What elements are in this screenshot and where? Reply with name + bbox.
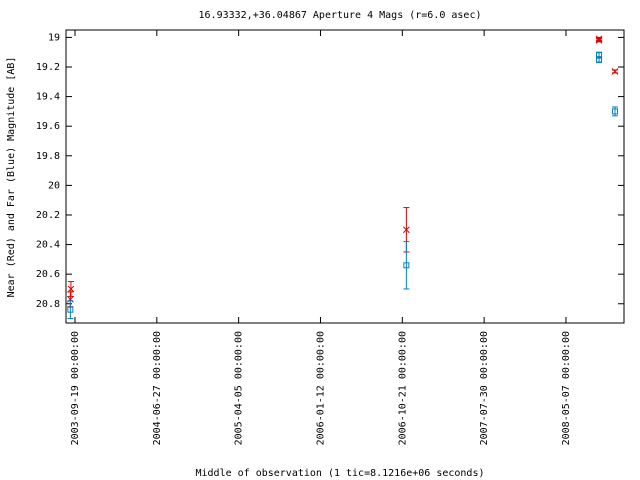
y-tick-label: 19 <box>48 32 60 43</box>
point <box>612 108 619 115</box>
plot-frame <box>65 29 625 324</box>
x-tick-label: 2007-07-30 00:00:00 <box>479 331 490 445</box>
x-tick-label: 2004-06-27 00:00:00 <box>152 331 163 445</box>
y-tick-label: 20.8 <box>36 299 60 310</box>
point <box>611 68 619 75</box>
point <box>403 226 410 234</box>
point <box>403 262 410 269</box>
y-tick-label: 19.4 <box>36 92 60 103</box>
point <box>596 56 603 63</box>
y-tick-label: 20 <box>48 180 60 191</box>
y-tick-label: 20.6 <box>36 269 60 280</box>
y-tick-label: 20.4 <box>36 240 60 251</box>
x-tick-label: 2003-09-19 00:00:00 <box>70 331 81 445</box>
x-tick-label: 2006-01-12 00:00:00 <box>315 331 326 445</box>
x-tick-label: 2008-05-07 00:00:00 <box>561 331 572 445</box>
x-axis-label: Middle of observation (1 tic=8.1216e+06 … <box>196 468 485 479</box>
point <box>67 285 75 293</box>
y-tick-label: 20.2 <box>36 210 60 221</box>
chart-title: 16.93332,+36.04867 Aperture 4 Mags (r=6.… <box>199 10 482 21</box>
x-tick-label: 2006-10-21 00:00:00 <box>397 331 408 445</box>
y-axis-label: Near (Red) and Far (Blue) Magnitude [AB] <box>6 57 17 298</box>
y-tick-label: 19.2 <box>36 62 60 73</box>
point <box>595 37 603 44</box>
x-tick-label: 2005-04-05 00:00:00 <box>234 331 245 445</box>
y-tick-label: 19.6 <box>36 121 60 132</box>
point <box>67 306 74 313</box>
point <box>66 295 74 303</box>
y-tick-label: 19.8 <box>36 151 60 162</box>
